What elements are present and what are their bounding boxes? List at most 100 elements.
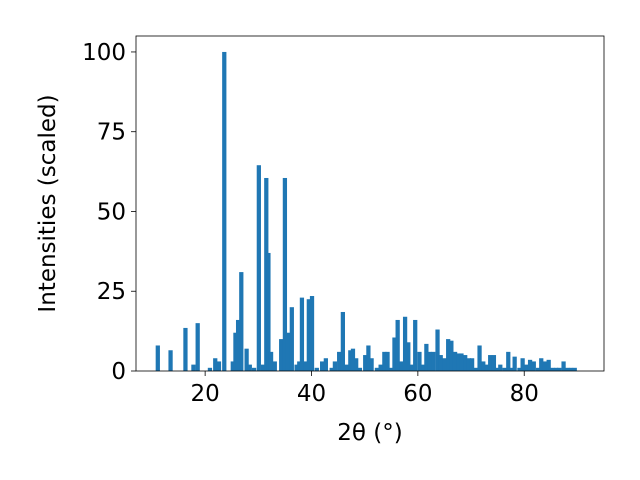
bar: [294, 364, 299, 371]
x-tick-label: 80: [510, 381, 539, 407]
bar: [473, 367, 478, 371]
bar: [512, 356, 517, 371]
bar: [568, 367, 574, 371]
bar: [191, 364, 196, 371]
bar: [272, 361, 277, 371]
bar: [406, 342, 411, 371]
bar: [213, 358, 218, 371]
bar: [314, 367, 319, 371]
bar: [374, 367, 380, 371]
bar: [385, 351, 390, 371]
axes-frame: [135, 35, 605, 372]
bar: [435, 329, 440, 371]
x-axis-label: 2θ (°): [337, 420, 402, 446]
bar: [268, 351, 274, 371]
bar: [531, 361, 536, 371]
bar: [502, 367, 507, 371]
bar: [421, 364, 426, 371]
bar: [449, 340, 454, 371]
bar: [168, 350, 173, 371]
bar: [484, 364, 489, 371]
bar: [527, 359, 533, 371]
bar: [306, 299, 311, 371]
bar: [195, 323, 200, 371]
bar: [554, 367, 559, 371]
bar: [506, 351, 511, 371]
bar: [392, 337, 397, 371]
bar: [266, 252, 271, 371]
bar: [446, 339, 451, 371]
y-axis-ticks: 0 25 50 75 100: [82, 40, 136, 385]
bar: [494, 367, 500, 371]
bar: [216, 361, 222, 371]
bar: [354, 358, 359, 371]
bar: [233, 332, 238, 371]
bar: [235, 319, 241, 371]
bar: [183, 327, 188, 371]
y-tick-label: 75: [97, 120, 126, 146]
x-tick-label: 60: [403, 381, 432, 407]
bar: [320, 361, 325, 371]
bar: [303, 361, 308, 371]
bar: [155, 345, 160, 371]
bar: [366, 345, 371, 371]
bar: [438, 355, 443, 371]
bar: [260, 364, 266, 371]
bar: [517, 367, 522, 371]
bar: [337, 351, 342, 371]
bar: [459, 353, 464, 371]
bar: [207, 367, 213, 371]
y-tick-label: 25: [97, 279, 126, 305]
bar: [498, 364, 503, 371]
bar: [469, 358, 475, 371]
bar: [509, 367, 514, 371]
bar: [345, 364, 350, 371]
bar: [409, 364, 415, 371]
bar: [520, 358, 525, 371]
bar: [488, 355, 493, 371]
bar: [491, 355, 497, 371]
bar: [466, 358, 472, 371]
bar: [427, 351, 432, 371]
bar: [289, 307, 294, 371]
bar: [348, 350, 353, 371]
bar: [542, 361, 548, 371]
bar: [382, 351, 387, 371]
bar: [395, 319, 400, 371]
bar: [309, 296, 315, 371]
bar: [340, 311, 345, 371]
bar: [539, 358, 544, 371]
bar: [282, 177, 288, 371]
bar: [285, 332, 291, 371]
bar: [524, 364, 529, 371]
bar: [417, 351, 422, 371]
bar: [389, 367, 394, 371]
bar: [332, 361, 338, 371]
bar: [424, 343, 429, 371]
bar: [350, 348, 356, 371]
bar: [329, 367, 334, 371]
y-tick-label: 50: [97, 199, 126, 225]
bar: [431, 351, 436, 371]
bar: [477, 345, 482, 371]
bar: [546, 359, 551, 371]
x-tick-label: 40: [297, 381, 326, 407]
bar: [413, 319, 418, 371]
bar: [369, 358, 374, 371]
bar: [251, 367, 257, 371]
bar: [230, 361, 235, 371]
bar: [481, 361, 486, 371]
bar: [264, 177, 269, 371]
bar: [239, 272, 244, 371]
bar: [297, 361, 302, 371]
bar: [299, 297, 305, 371]
bar: [535, 367, 541, 371]
bars-group: [155, 51, 577, 371]
bar: [565, 367, 570, 371]
bar: [222, 51, 227, 371]
bar: [550, 367, 555, 371]
x-tick-label: 20: [190, 381, 219, 407]
bar: [357, 367, 363, 371]
y-tick-label: 100: [82, 40, 126, 66]
bar: [557, 367, 562, 371]
